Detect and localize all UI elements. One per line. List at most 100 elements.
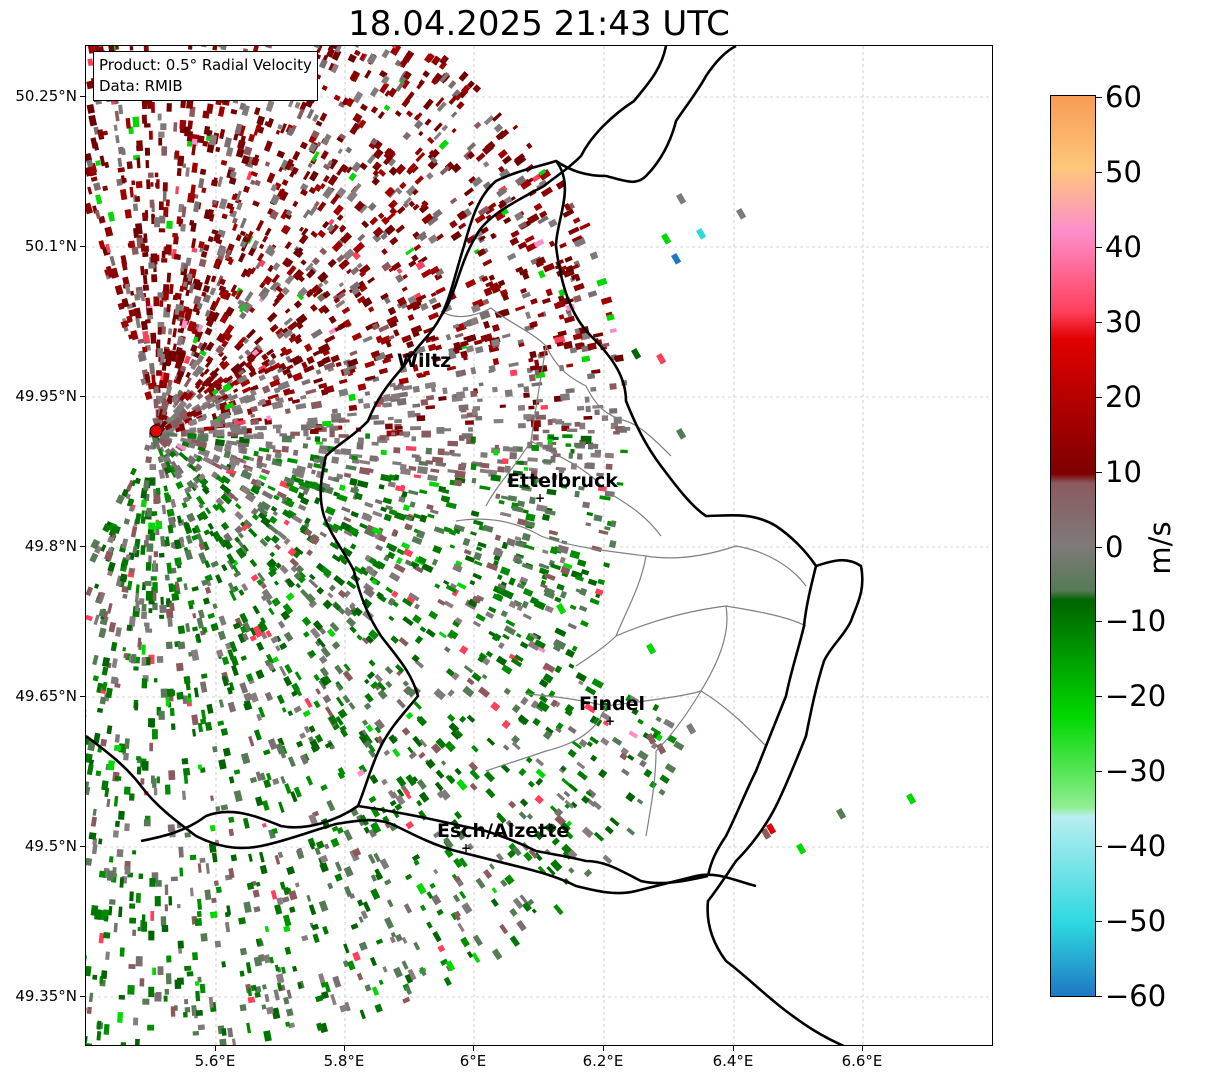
- velocity-pixel: [579, 422, 586, 430]
- velocity-pixel: [394, 474, 400, 481]
- velocity-pixel: [101, 666, 109, 676]
- latitude-tick-label: 50.1°N: [24, 237, 77, 255]
- velocity-pixel: [349, 609, 358, 617]
- velocity-pixel: [573, 294, 582, 303]
- velocity-pixel: [547, 419, 553, 426]
- velocity-pixel: [430, 894, 442, 906]
- velocity-pixel: [374, 1003, 383, 1013]
- velocity-pixel: [413, 119, 424, 130]
- velocity-pixel: [206, 703, 214, 714]
- velocity-pixel: [194, 463, 203, 472]
- velocity-pixel: [242, 302, 253, 314]
- velocity-pixel: [613, 431, 620, 435]
- velocity-pixel: [464, 555, 476, 563]
- velocity-pixel: [263, 365, 274, 375]
- velocity-pixel: [451, 127, 457, 134]
- velocity-pixel: [432, 931, 442, 943]
- velocity-pixel: [319, 112, 328, 122]
- velocity-pixel: [558, 467, 565, 474]
- velocity-pixel: [294, 882, 300, 888]
- velocity-pixel: [179, 867, 184, 877]
- velocity-pixel: [425, 172, 434, 180]
- velocity-pixel: [441, 124, 449, 132]
- velocity-pixel: [370, 821, 382, 834]
- velocity-pixel: [193, 687, 199, 698]
- velocity-pixel: [361, 220, 370, 229]
- velocity-pixel: [125, 117, 131, 129]
- velocity-pixel: [352, 485, 359, 493]
- velocity-pixel: [372, 226, 384, 238]
- velocity-pixel: [153, 678, 158, 683]
- velocity-pixel: [321, 438, 327, 442]
- velocity-pixel: [287, 547, 297, 557]
- velocity-pixel: [508, 600, 517, 609]
- velocity-pixel: [613, 355, 623, 361]
- velocity-pixel: [197, 416, 207, 423]
- velocity-pixel: [433, 526, 446, 535]
- velocity-pixel: [574, 421, 581, 427]
- velocity-pixel: [141, 760, 149, 771]
- velocity-pixel: [275, 327, 284, 336]
- velocity-pixel: [354, 492, 363, 501]
- velocity-pixel: [238, 354, 244, 361]
- latitude-tick: [80, 246, 85, 247]
- velocity-pixel: [203, 529, 211, 536]
- velocity-pixel: [535, 768, 546, 779]
- velocity-pixel: [376, 336, 382, 343]
- velocity-pixel: [445, 668, 455, 677]
- velocity-pixel: [326, 628, 336, 638]
- velocity-pixel: [534, 359, 540, 366]
- colorbar-unit-label: m/s: [1143, 521, 1177, 575]
- radar-map[interactable]: [85, 45, 993, 1046]
- velocity-pixel: [341, 97, 349, 106]
- velocity-pixel: [386, 551, 396, 560]
- velocity-pixel: [540, 186, 554, 198]
- velocity-pixel: [276, 331, 285, 340]
- velocity-pixel: [86, 586, 94, 597]
- velocity-pixel: [350, 510, 359, 518]
- velocity-pixel: [385, 340, 392, 348]
- velocity-pixel: [221, 676, 230, 687]
- velocity-pixel: [343, 359, 351, 366]
- velocity-pixel: [162, 291, 170, 301]
- velocity-pixel: [512, 470, 523, 476]
- velocity-pixel: [160, 353, 166, 363]
- velocity-pixel: [602, 720, 610, 727]
- velocity-pixel: [276, 694, 285, 705]
- velocity-pixel: [145, 456, 152, 464]
- velocity-pixel: [527, 780, 535, 788]
- velocity-pixel: [349, 625, 357, 634]
- velocity-pixel: [152, 729, 158, 740]
- velocity-pixel: [143, 233, 148, 241]
- velocity-pixel: [165, 199, 170, 207]
- velocity-pixel: [275, 973, 285, 984]
- velocity-pixel: [576, 559, 587, 568]
- velocity-pixel: [411, 454, 420, 459]
- velocity-pixel: [139, 978, 145, 987]
- velocity-pixel: [486, 737, 496, 746]
- velocity-pixel: [427, 474, 438, 482]
- velocity-pixel: [401, 58, 410, 69]
- velocity-pixel: [589, 251, 599, 261]
- velocity-pixel: [221, 213, 228, 220]
- velocity-pixel: [199, 371, 206, 378]
- velocity-pixel: [334, 664, 344, 675]
- velocity-pixel: [456, 879, 464, 887]
- velocity-pixel: [372, 533, 378, 538]
- velocity-pixel: [324, 843, 330, 850]
- velocity-pixel: [311, 923, 320, 931]
- velocity-pixel: [338, 101, 346, 108]
- velocity-pixel: [238, 369, 245, 376]
- velocity-pixel: [153, 493, 161, 504]
- velocity-pixel: [119, 189, 128, 201]
- velocity-pixel: [246, 1022, 252, 1034]
- velocity-pixel: [215, 805, 221, 812]
- velocity-pixel: [393, 511, 407, 521]
- velocity-pixel: [436, 908, 444, 916]
- velocity-pixel: [519, 484, 531, 490]
- velocity-pixel: [656, 743, 667, 755]
- velocity-pixel: [183, 675, 191, 684]
- velocity-pixel: [349, 122, 361, 135]
- velocity-pixel: [418, 460, 429, 467]
- velocity-pixel: [570, 273, 578, 281]
